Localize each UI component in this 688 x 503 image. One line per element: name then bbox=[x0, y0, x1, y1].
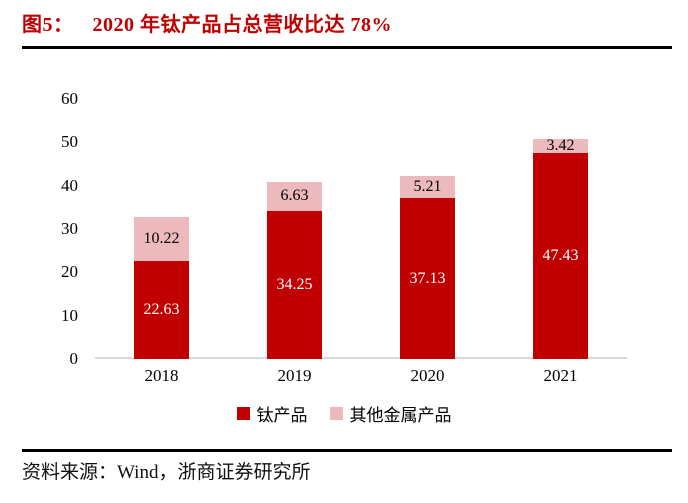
legend-label: 其他金属产品 bbox=[349, 406, 452, 425]
legend-swatch-icon bbox=[236, 407, 250, 420]
bar-segment-其他金属产品-2019: 6.63 bbox=[267, 181, 322, 211]
bar-segment-钛产品-2019: 34.25 bbox=[267, 210, 322, 359]
data-label: 5.21 bbox=[413, 177, 442, 195]
y-tick-40: 40 bbox=[61, 175, 78, 195]
y-axis: 0 10 20 30 40 50 60 bbox=[28, 89, 78, 368]
header-rule bbox=[22, 46, 672, 49]
y-tick-30: 30 bbox=[61, 219, 78, 238]
x-axis-baseline bbox=[95, 357, 627, 359]
y-tick-0: 0 bbox=[69, 349, 79, 368]
bar-2021: 47.43 3.42 bbox=[533, 137, 588, 359]
legend-swatch-icon bbox=[329, 407, 343, 420]
figure-number-label: 图5： bbox=[22, 14, 74, 36]
x-tick-2021: 2021 bbox=[543, 366, 578, 385]
figure-title-text: 2020 年钛产品占总营收比达 78% bbox=[92, 14, 392, 36]
x-tick-2020: 2020 bbox=[410, 366, 445, 385]
bar-segment-其他金属产品-2021: 3.42 bbox=[533, 137, 588, 155]
data-label: 3.42 bbox=[546, 137, 575, 155]
legend: 钛产品 其他金属产品 bbox=[0, 401, 688, 426]
data-label: 47.43 bbox=[542, 247, 579, 265]
x-tick-2018: 2018 bbox=[144, 366, 179, 385]
figure-title: 图5： 2020 年钛产品占总营收比达 78% bbox=[22, 8, 392, 37]
x-axis: 2018 2019 2020 2021 bbox=[95, 366, 627, 386]
source-text: 资料来源：Wind，浙商证券研究所 bbox=[22, 462, 311, 483]
bar-segment-钛产品-2021: 47.43 bbox=[533, 153, 588, 359]
data-label: 37.13 bbox=[409, 269, 446, 287]
bar-segment-钛产品-2018: 22.63 bbox=[134, 260, 189, 359]
data-label: 34.25 bbox=[276, 275, 313, 293]
bar-2018: 22.63 10.22 bbox=[134, 216, 189, 359]
legend-item-其他金属产品: 其他金属产品 bbox=[329, 401, 452, 426]
footer-rule bbox=[22, 449, 672, 452]
bar-segment-钛产品-2020: 37.13 bbox=[400, 198, 455, 359]
legend-item-钛产品: 钛产品 bbox=[236, 401, 308, 426]
legend-label: 钛产品 bbox=[256, 406, 308, 425]
bars: 22.63 10.22 34.25 6.63 37.13 5.21 47.43 3.42 bbox=[95, 99, 627, 359]
y-tick-50: 50 bbox=[61, 132, 78, 152]
bar-2020: 37.13 5.21 bbox=[400, 175, 455, 359]
x-tick-2019: 2019 bbox=[277, 366, 312, 385]
data-label: 22.63 bbox=[143, 300, 180, 318]
y-tick-20: 20 bbox=[61, 262, 78, 282]
bar-segment-其他金属产品-2018: 10.22 bbox=[134, 216, 189, 261]
y-tick-60: 60 bbox=[61, 89, 78, 108]
bar-segment-其他金属产品-2020: 5.21 bbox=[400, 175, 455, 199]
bar-2019: 34.25 6.63 bbox=[267, 181, 322, 359]
y-tick-10: 10 bbox=[61, 305, 78, 325]
data-label: 6.63 bbox=[280, 187, 309, 205]
data-label: 10.22 bbox=[143, 229, 180, 247]
